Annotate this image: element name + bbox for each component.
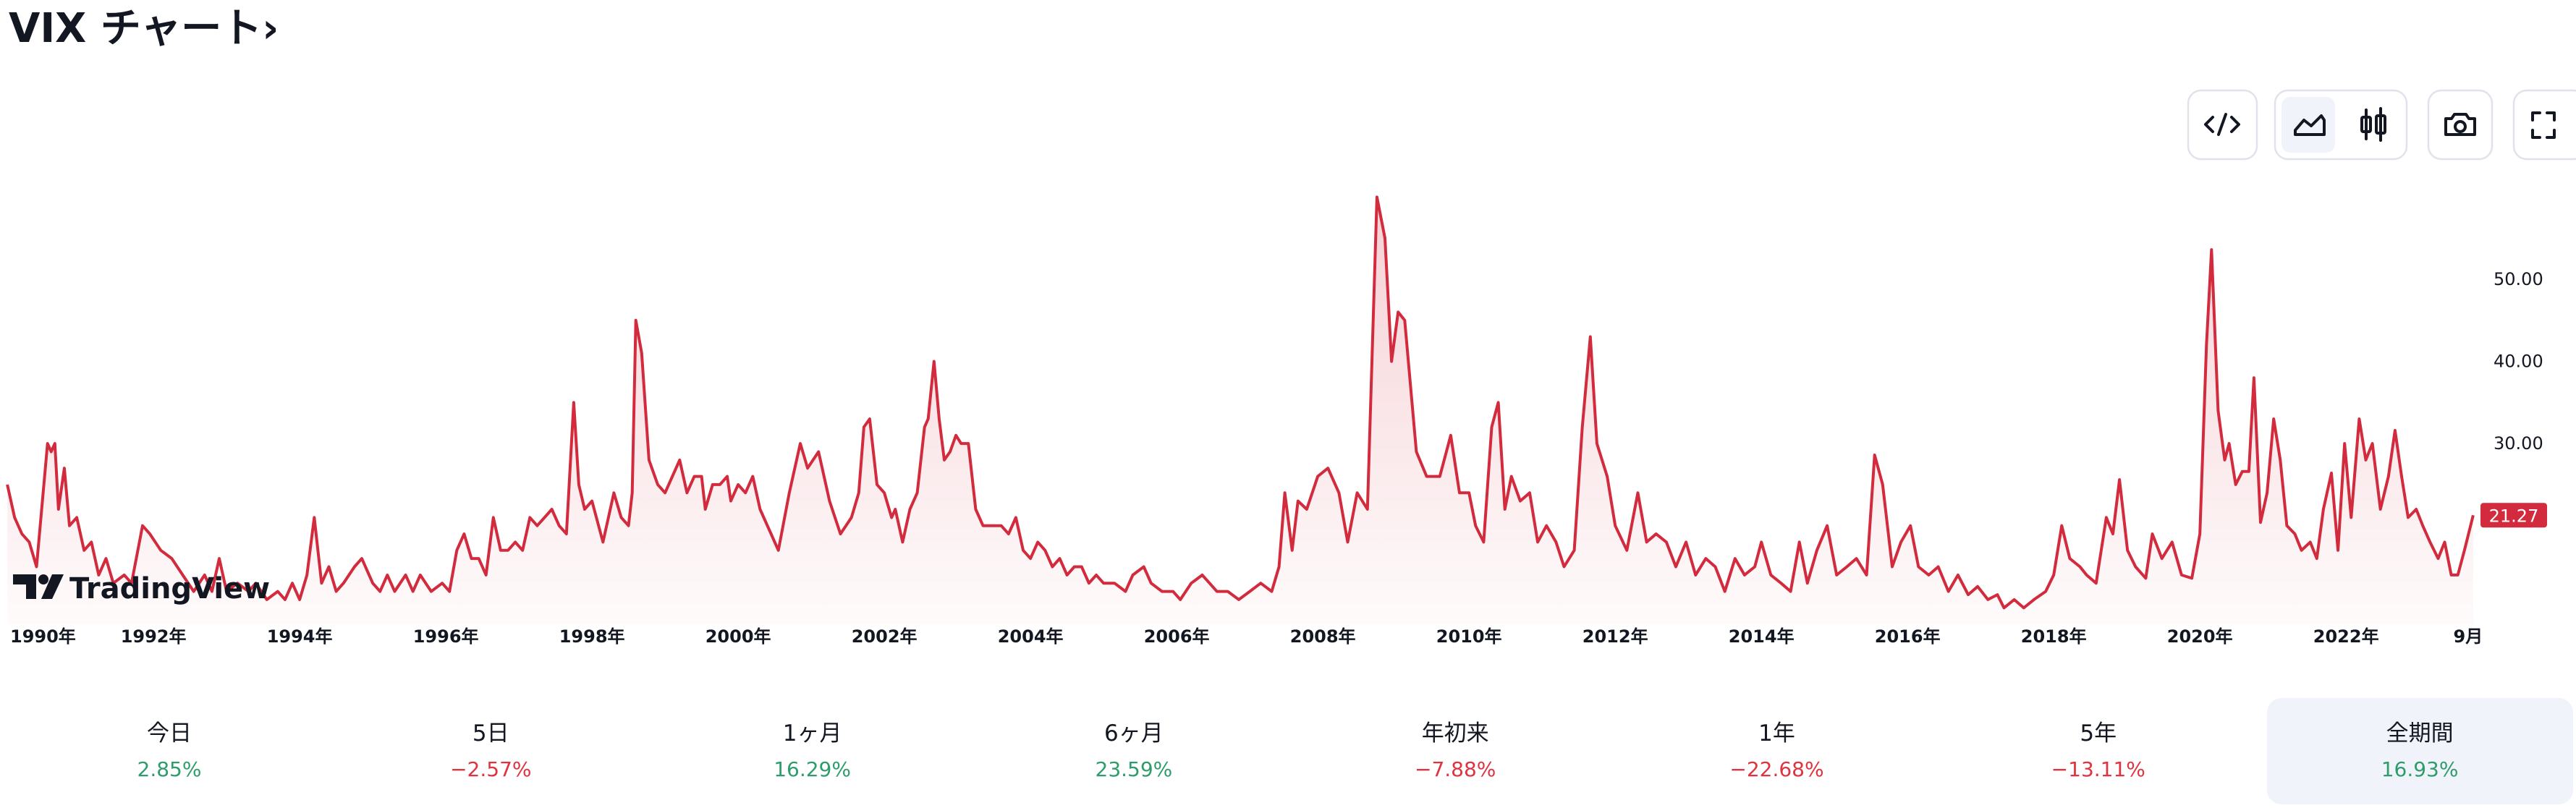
x-tick-label: 2008年 (1290, 626, 1356, 647)
period-item[interactable]: 年初来 −7.88% (1415, 720, 1496, 781)
watermark: TradingView (13, 572, 270, 605)
x-tick-label: 1998年 (559, 626, 625, 647)
screenshot-button[interactable] (2427, 89, 2494, 161)
x-tick-label: 1992年 (121, 626, 187, 647)
x-tick-label: 2004年 (998, 626, 1064, 647)
plot-area: 30.00 40.00 50.00 1990年 1992年 1994年 1996年 1998年… (6, 195, 2547, 647)
x-tick-label: 2020年 (2167, 626, 2233, 647)
period-item[interactable]: 今日 2.85% (137, 720, 202, 781)
period-value: 23.59% (1096, 757, 1173, 781)
x-tick-label: 1990年 (10, 626, 76, 647)
embed-button[interactable] (2187, 89, 2258, 161)
x-tick-label: 2014年 (1729, 626, 1795, 647)
chart-style-group (2274, 89, 2408, 161)
y-tick-label: 50.00 (2494, 269, 2543, 289)
period-label: 全期間 (2386, 720, 2454, 747)
period-item[interactable]: 6ヶ月 23.59% (1096, 720, 1173, 781)
y-tick-label: 30.00 (2494, 433, 2543, 454)
fullscreen-button[interactable] (2512, 89, 2576, 161)
x-tick-label: 9月 (2454, 626, 2483, 647)
period-value: 2.85% (137, 757, 202, 781)
period-item[interactable]: 1ヶ月 16.29% (774, 720, 851, 781)
x-tick-label: 1994年 (267, 626, 333, 647)
period-label: 1ヶ月 (783, 720, 842, 747)
y-tick-label: 40.00 (2494, 352, 2543, 372)
period-value: 16.93% (2381, 757, 2459, 781)
x-tick-label: 2000年 (706, 626, 771, 647)
last-value-badge (2480, 503, 2547, 528)
x-tick-label: 2012年 (1583, 626, 1648, 647)
period-label: 5日 (473, 720, 509, 747)
watermark-text: TradingView (69, 572, 270, 605)
period-label: 6ヶ月 (1104, 720, 1164, 747)
chart-title[interactable]: VIX チャート› (9, 5, 279, 52)
candle-chart-button[interactable] (2360, 107, 2386, 142)
line (6, 195, 2475, 610)
x-tick-label: 2018年 (2021, 626, 2087, 647)
period-value: −2.57% (450, 757, 531, 781)
toolbar (2187, 89, 2576, 161)
period-selected-bg (2267, 698, 2573, 804)
period-item[interactable]: 全期間 16.93% (2267, 698, 2573, 804)
x-tick-label: 2010年 (1436, 626, 1502, 647)
last-value-label: 21.27 (2489, 506, 2539, 526)
area (7, 197, 2473, 624)
period-item[interactable]: 5日 −2.57% (450, 720, 531, 781)
x-tick-label: 2002年 (852, 626, 918, 647)
x-tick-label: 2006年 (1144, 626, 1210, 647)
x-tick-label: 1996年 (413, 626, 479, 647)
period-label: 1年 (1758, 720, 1795, 747)
x-tick-label: 2016年 (1875, 626, 1941, 647)
period-label: 年初来 (1422, 720, 1489, 747)
period-bar: 今日 2.85% 5日 −2.57% 1ヶ月 16.29% 6ヶ月 23.59% 年初来 −7.8… (137, 698, 2573, 804)
period-label: 5年 (2080, 720, 2117, 747)
period-value: −22.68% (1729, 757, 1823, 781)
period-item[interactable]: 5年 −13.11% (2051, 720, 2145, 781)
period-item[interactable]: 1年 −22.68% (1729, 720, 1823, 781)
period-value: −7.88% (1415, 757, 1496, 781)
period-label: 今日 (147, 720, 192, 747)
x-tick-label: 2022年 (2313, 626, 2379, 647)
period-value: 16.29% (774, 757, 851, 781)
line-chart-button[interactable] (2281, 97, 2335, 153)
period-value: −13.11% (2051, 757, 2145, 781)
